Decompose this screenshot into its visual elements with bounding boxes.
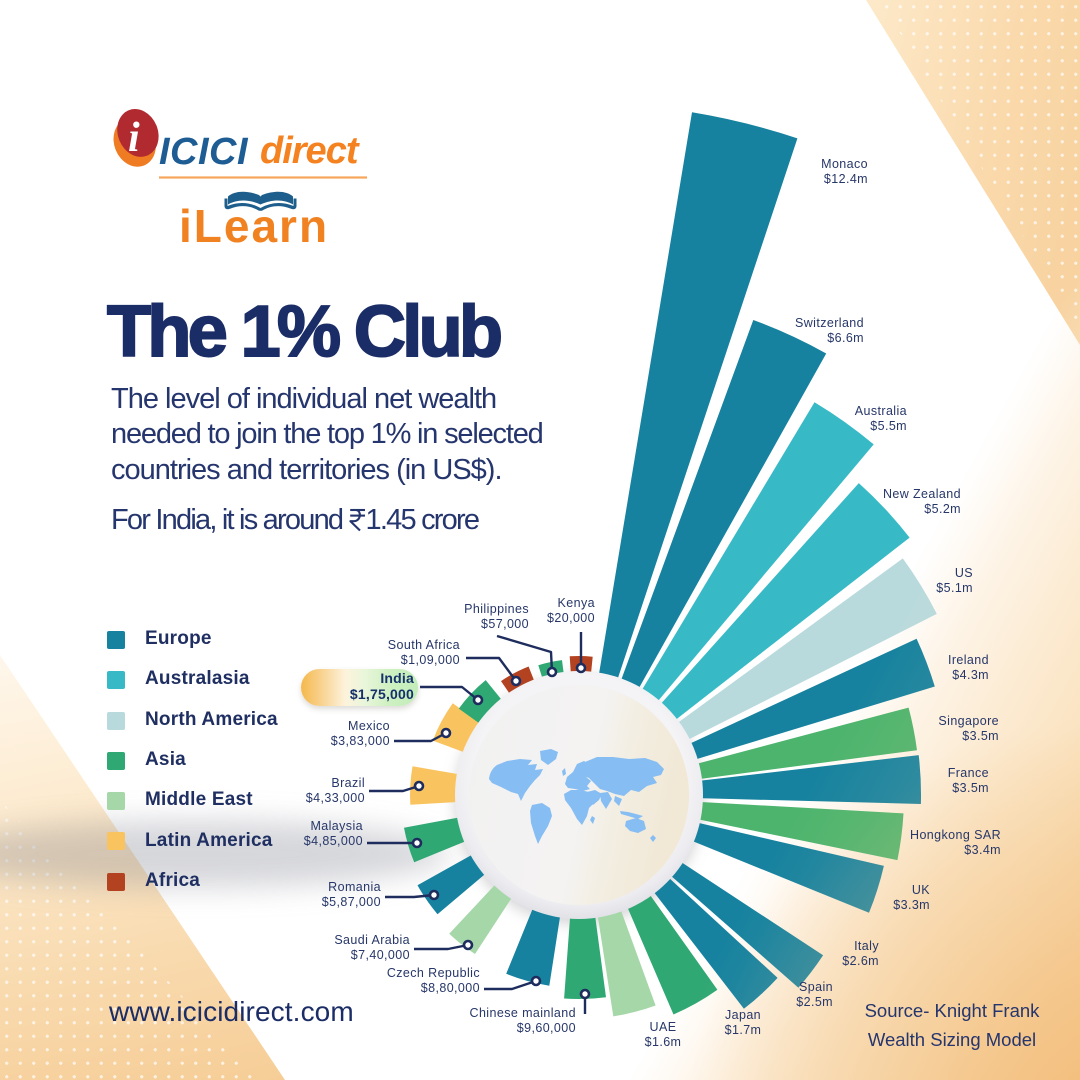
svg-text:iLearn: iLearn (179, 200, 329, 252)
svg-text:ICICI: ICICI (159, 131, 249, 173)
svg-text:direct: direct (260, 130, 360, 172)
svg-text:i: i (128, 115, 140, 161)
